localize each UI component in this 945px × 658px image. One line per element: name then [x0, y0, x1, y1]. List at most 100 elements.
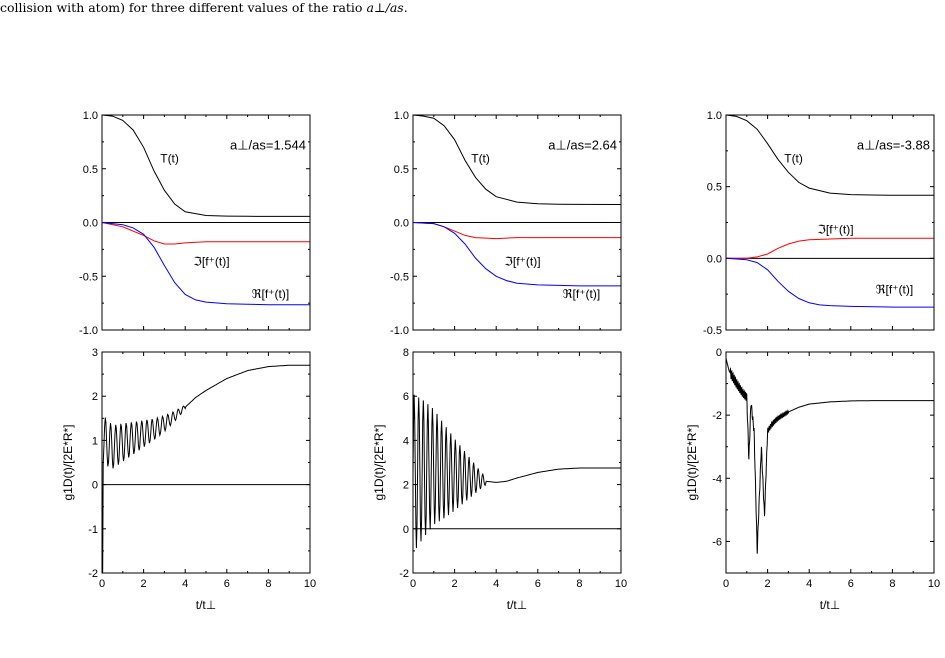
panel-top-right: 1.0 0.5 0.0 -0.5 T(t) ℑ[f⁺(t)] ℜ[f⁺(t)] a⊥/as=-…	[703, 110, 935, 337]
y-axis-label: g1D(t)/[2E*R*]	[372, 424, 386, 500]
x-tick-label: 8	[265, 578, 271, 590]
figure-caption: collision with atom) for three different…	[0, 0, 408, 15]
plot-frame	[412, 351, 622, 574]
label-imag: ℑ[f⁺(t)]	[505, 255, 541, 269]
y-tick-label: 0.5	[707, 182, 722, 194]
y-tick-label: 1.0	[83, 110, 98, 122]
plot-frame	[101, 114, 311, 331]
x-tick-label: 6	[224, 578, 230, 590]
x-tick-label: 6	[848, 578, 854, 590]
y-tick-label: -0.5	[390, 271, 409, 283]
series-g1D	[413, 394, 621, 549]
label-real: ℜ[f⁺(t)]	[563, 287, 600, 301]
x-tick-label: 10	[304, 578, 316, 590]
ratio-annotation: a⊥/as=1.544	[230, 137, 306, 152]
y-tick-label: 1.0	[707, 110, 722, 122]
y-tick-label: 0.0	[707, 253, 722, 265]
y-tick-label: 0.5	[83, 164, 98, 176]
plot-frame	[725, 351, 935, 574]
y-tick-label: 0.5	[394, 164, 409, 176]
series-T	[102, 115, 310, 217]
y-tick-label: 0	[92, 480, 98, 492]
y-tick-label: 2	[92, 391, 98, 403]
x-tick-label: 4	[806, 578, 812, 590]
label-real: ℜ[f⁺(t)]	[876, 282, 913, 296]
plot-area	[102, 364, 310, 573]
series-imag	[726, 237, 934, 259]
caption-text: collision with atom) for three different…	[0, 0, 363, 15]
y-tick-label: -2	[88, 568, 98, 580]
ratio-annotation: a⊥/as=2.64	[548, 137, 617, 152]
plot-area	[102, 115, 310, 306]
panel-bottom-right: 0 -2 -4 -6 0 2 4 6 8 10 t/t⊥ g1D(t)/[2E*R*]	[685, 347, 940, 612]
y-tick-label: 6	[403, 391, 409, 403]
x-tick-label: 10	[928, 578, 940, 590]
x-tick-label: 2	[452, 578, 458, 590]
x-tick-label: 2	[765, 578, 771, 590]
x-tick-label: 10	[615, 578, 627, 590]
plot-area	[413, 394, 621, 549]
x-tick-label: 4	[493, 578, 499, 590]
y-axis-label: g1D(t)/[2E*R*]	[685, 424, 699, 500]
x-tick-label: 0	[723, 578, 729, 590]
y-tick-label: -0.5	[703, 325, 722, 337]
x-axis-label: t/t⊥	[196, 598, 216, 612]
x-tick-label: 0	[410, 578, 416, 590]
series-real	[726, 257, 934, 308]
series-g1D	[102, 364, 310, 573]
caption-math: a⊥/as	[366, 0, 404, 15]
y-tick-label: -2	[399, 568, 409, 580]
label-T: T(t)	[160, 151, 179, 165]
y-axis-label: g1D(t)/[2E*R*]	[61, 424, 75, 500]
y-tick-label: 0.0	[394, 218, 409, 230]
plot-frame	[725, 114, 935, 331]
y-tick-label: 8	[403, 347, 409, 359]
y-tick-label: -1	[88, 524, 98, 536]
y-tick-label: 2	[403, 480, 409, 492]
plot-area	[413, 115, 621, 287]
y-tick-label: 3	[92, 347, 98, 359]
y-tick-label: -4	[712, 473, 722, 485]
label-T: T(t)	[784, 151, 803, 165]
series-real	[413, 222, 621, 287]
ratio-annotation: a⊥/as=-3.88	[857, 137, 930, 152]
x-tick-label: 0	[99, 578, 105, 590]
series-imag	[102, 222, 310, 245]
y-tick-label: 1	[92, 435, 98, 447]
series-real	[102, 222, 310, 306]
x-tick-label: 4	[182, 578, 188, 590]
y-tick-label: -6	[712, 536, 722, 548]
y-tick-label: -0.5	[79, 271, 98, 283]
y-tick-label: 0.0	[83, 218, 98, 230]
panel-top-left: 1.0 0.5 0.0 -0.5 -1.0 T(t) ℑ[f⁺(t)] ℜ[f⁺(t)] a⊥/…	[79, 110, 311, 337]
series-imag	[413, 222, 621, 240]
series-T	[413, 115, 621, 205]
x-axis-label: t/t⊥	[507, 598, 527, 612]
y-tick-label: 4	[403, 435, 409, 447]
x-tick-label: 2	[141, 578, 147, 590]
label-imag: ℑ[f⁺(t)]	[818, 222, 854, 236]
x-axis-label: t/t⊥	[820, 598, 840, 612]
x-tick-label: 8	[889, 578, 895, 590]
panel-top-middle: 1.0 0.5 0.0 -0.5 -1.0 T(t) ℑ[f⁺(t)] ℜ[f⁺(t)] a⊥/…	[390, 110, 622, 337]
label-imag: ℑ[f⁺(t)]	[194, 255, 230, 269]
x-tick-label: 6	[535, 578, 541, 590]
y-tick-label: 1.0	[394, 110, 409, 122]
plot-frame	[101, 351, 311, 574]
x-tick-label: 8	[576, 578, 582, 590]
label-real: ℜ[f⁺(t)]	[252, 287, 289, 301]
series-T	[726, 115, 934, 196]
y-tick-label: 0	[716, 347, 722, 359]
series-g1D	[726, 358, 934, 554]
y-tick-label: 0	[403, 524, 409, 536]
caption-end: .	[403, 0, 408, 15]
plot-area	[726, 115, 934, 308]
y-tick-label: -2	[712, 410, 722, 422]
plot-area	[726, 358, 934, 554]
y-tick-label: -1.0	[79, 325, 98, 337]
plot-frame	[412, 114, 622, 331]
y-tick-label: -1.0	[390, 325, 409, 337]
